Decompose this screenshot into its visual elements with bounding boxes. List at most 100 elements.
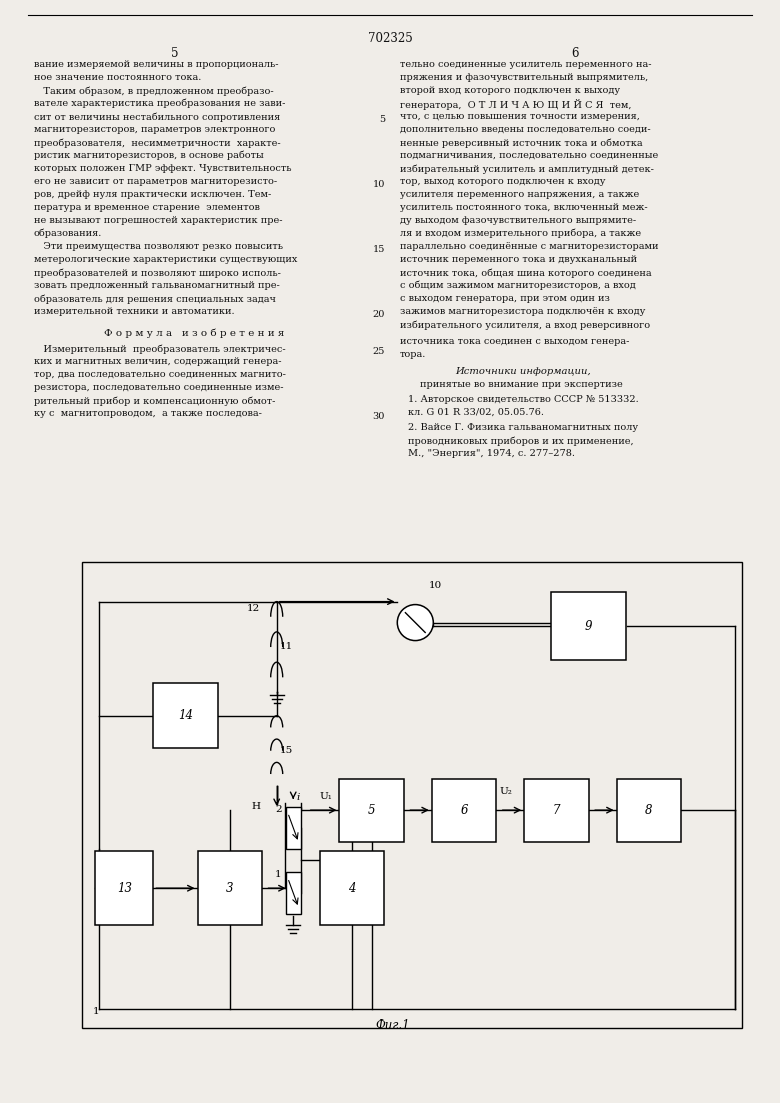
Bar — [551, 592, 626, 660]
Bar — [285, 871, 301, 914]
Text: образователь для решения специальных задач: образователь для решения специальных зад… — [34, 295, 276, 303]
Text: ристик магниторезисторов, в основе работы: ристик магниторезисторов, в основе работ… — [34, 151, 264, 161]
Text: избирательный усилитель и амплитудный детек-: избирательный усилитель и амплитудный де… — [400, 164, 654, 173]
Text: 1: 1 — [94, 1007, 100, 1016]
Text: Таким образом, в предложенном преобразо-: Таким образом, в предложенном преобразо- — [34, 86, 274, 96]
Text: тор, выход которого подключен к входу: тор, выход которого подключен к входу — [400, 176, 605, 186]
Text: М., "Энергия", 1974, с. 277–278.: М., "Энергия", 1974, с. 277–278. — [408, 449, 575, 458]
Text: усилитель постоянного тока, включенный меж-: усилитель постоянного тока, включенный м… — [400, 203, 647, 212]
Text: источник переменного тока и двухканальный: источник переменного тока и двухканальны… — [400, 255, 637, 264]
Text: 13: 13 — [117, 881, 132, 895]
Text: тора.: тора. — [400, 350, 427, 358]
Text: пряжения и фазочувствительный выпрямитель,: пряжения и фазочувствительный выпрямител… — [400, 73, 648, 82]
Text: 15: 15 — [373, 245, 385, 254]
Text: 2: 2 — [275, 804, 282, 814]
Text: 15: 15 — [280, 746, 293, 756]
Circle shape — [397, 604, 434, 641]
Bar — [154, 683, 218, 749]
Bar — [320, 850, 385, 925]
Text: пература и временное старение  элементов: пература и временное старение элементов — [34, 203, 260, 212]
Bar — [432, 779, 497, 842]
Text: i: i — [296, 793, 300, 802]
Text: усилителя переменного напряжения, а также: усилителя переменного напряжения, а такж… — [400, 190, 640, 199]
Text: 5: 5 — [368, 804, 375, 816]
Bar — [95, 850, 154, 925]
Text: источник тока, общая шина которого соединена: источник тока, общая шина которого соеди… — [400, 268, 651, 278]
Text: кл. G 01 R 33/02, 05.05.76.: кл. G 01 R 33/02, 05.05.76. — [408, 408, 544, 417]
Text: 30: 30 — [373, 413, 385, 421]
Bar — [197, 850, 262, 925]
Text: магниторезисторов, параметров электронного: магниторезисторов, параметров электронно… — [34, 125, 275, 133]
Text: Эти преимущества позволяют резко повысить: Эти преимущества позволяют резко повысит… — [34, 242, 283, 251]
Text: 4: 4 — [348, 881, 356, 895]
Text: 1: 1 — [275, 870, 282, 879]
Text: преобразователя,  несимметричности  характе-: преобразователя, несимметричности характ… — [34, 138, 281, 148]
Text: U₁: U₁ — [320, 792, 332, 801]
Text: 12: 12 — [247, 604, 261, 613]
Text: 20: 20 — [373, 310, 385, 319]
Text: преобразователей и позволяют широко исполь-: преобразователей и позволяют широко испо… — [34, 268, 281, 278]
Text: принятые во внимание при экспертизе: принятые во внимание при экспертизе — [420, 381, 622, 389]
Text: ду выходом фазочувствительного выпрямите-: ду выходом фазочувствительного выпрямите… — [400, 216, 636, 225]
Text: подмагничивания, последовательно соединенные: подмагничивания, последовательно соедине… — [400, 151, 658, 160]
Text: избирательного усилителя, а вход реверсивного: избирательного усилителя, а вход реверси… — [400, 320, 650, 330]
Text: ров, дрейф нуля практически исключен. Тем-: ров, дрейф нуля практически исключен. Те… — [34, 190, 271, 199]
Text: тор, два последовательно соединенных магнито-: тор, два последовательно соединенных маг… — [34, 370, 286, 379]
Text: метерологические характеристики существующих: метерологические характеристики существу… — [34, 255, 297, 264]
Text: тельно соединенные усилитель переменного на-: тельно соединенные усилитель переменного… — [400, 60, 651, 69]
Text: Ф о р м у л а   и з о б р е т е н и я: Ф о р м у л а и з о б р е т е н и я — [104, 328, 285, 338]
Text: зовать предложенный гальваномагнитный пре-: зовать предложенный гальваномагнитный пр… — [34, 281, 280, 290]
Text: генератора,  О Т Л И Ч А Ю Щ И Й С Я  тем,: генератора, О Т Л И Ч А Ю Щ И Й С Я тем, — [400, 99, 632, 110]
Text: Источники информации,: Источники информации, — [455, 367, 590, 376]
Text: 3: 3 — [226, 881, 233, 895]
Text: с выходом генератора, при этом один из: с выходом генератора, при этом один из — [400, 295, 610, 303]
Text: образования.: образования. — [34, 229, 102, 238]
Text: 1. Авторское свидетельство СССР № 513332.: 1. Авторское свидетельство СССР № 513332… — [408, 395, 639, 404]
Bar — [285, 806, 301, 848]
Text: ля и входом измерительного прибора, а также: ля и входом измерительного прибора, а та… — [400, 229, 641, 238]
Text: проводниковых приборов и их применение,: проводниковых приборов и их применение, — [408, 436, 633, 446]
Text: ку с  магнитопроводом,  а также последова-: ку с магнитопроводом, а также последова- — [34, 409, 262, 418]
Bar — [524, 779, 589, 842]
Text: с общим зажимом магниторезисторов, а вход: с общим зажимом магниторезисторов, а вхо… — [400, 281, 636, 290]
Text: 11: 11 — [280, 642, 293, 652]
Text: 2. Вайсе Г. Физика гальваномагнитных полу: 2. Вайсе Г. Физика гальваномагнитных пол… — [408, 422, 638, 432]
Text: резистора, последовательно соединенные изме-: резистора, последовательно соединенные и… — [34, 383, 283, 392]
Bar — [339, 779, 404, 842]
Text: вателе характеристика преобразования не зави-: вателе характеристика преобразования не … — [34, 99, 285, 108]
Text: измерительной техники и автоматики.: измерительной техники и автоматики. — [34, 307, 235, 315]
Text: его не зависит от параметров магниторезисто-: его не зависит от параметров магниторези… — [34, 176, 277, 186]
Bar — [617, 779, 681, 842]
Text: 6: 6 — [460, 804, 468, 816]
Text: Измерительный  преобразователь электричес-: Измерительный преобразователь электричес… — [34, 344, 285, 353]
Text: источника тока соединен с выходом генера-: источника тока соединен с выходом генера… — [400, 338, 629, 346]
Text: 5: 5 — [172, 47, 179, 60]
Text: 25: 25 — [373, 347, 385, 356]
Text: 9: 9 — [585, 620, 592, 633]
Text: 8: 8 — [645, 804, 653, 816]
Text: H: H — [251, 802, 261, 811]
Text: 5: 5 — [379, 115, 385, 124]
Text: 10: 10 — [428, 580, 441, 590]
Text: параллельно соединённые с магниторезисторами: параллельно соединённые с магниторезисто… — [400, 242, 658, 251]
Text: Фиг.1: Фиг.1 — [375, 1019, 410, 1031]
Text: рительный прибор и компенсационную обмот-: рительный прибор и компенсационную обмот… — [34, 396, 275, 406]
Bar — [82, 563, 742, 1028]
Text: сит от величины нестабильного сопротивления: сит от величины нестабильного сопротивле… — [34, 113, 280, 121]
Text: вание измеряемой величины в пропорциональ-: вание измеряемой величины в пропорционал… — [34, 60, 278, 69]
Text: не вызывают погрешностей характеристик пре-: не вызывают погрешностей характеристик п… — [34, 216, 282, 225]
Text: U₂: U₂ — [500, 786, 512, 796]
Text: 10: 10 — [373, 180, 385, 189]
Text: 14: 14 — [178, 709, 193, 722]
Text: ких и магнитных величин, содержащий генера-: ких и магнитных величин, содержащий гене… — [34, 357, 282, 366]
Text: 7: 7 — [553, 804, 560, 816]
Text: 6: 6 — [571, 47, 579, 60]
Text: 702325: 702325 — [367, 32, 413, 45]
Text: которых положен ГМР эффект. Чувствительность: которых положен ГМР эффект. Чувствительн… — [34, 164, 292, 173]
Text: второй вход которого подключен к выходу: второй вход которого подключен к выходу — [400, 86, 620, 95]
Text: ненные реверсивный источник тока и обмотка: ненные реверсивный источник тока и обмот… — [400, 138, 643, 148]
Text: дополнительно введены последовательно соеди-: дополнительно введены последовательно со… — [400, 125, 651, 133]
Text: ное значение постоянного тока.: ное значение постоянного тока. — [34, 73, 201, 82]
Text: зажимов магниторезистора подключён к входу: зажимов магниторезистора подключён к вхо… — [400, 307, 645, 315]
Text: что, с целью повышения точности измерения,: что, с целью повышения точности измерени… — [400, 113, 640, 121]
